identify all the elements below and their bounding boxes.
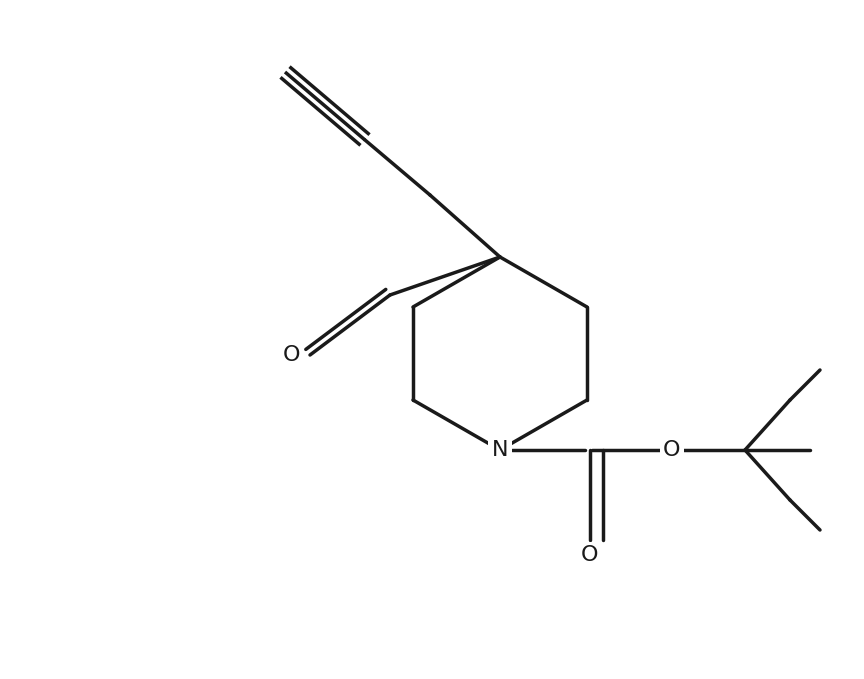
Text: O: O [581,545,599,565]
Text: O: O [664,440,681,460]
Text: N: N [492,440,508,460]
Text: O: O [283,345,301,365]
